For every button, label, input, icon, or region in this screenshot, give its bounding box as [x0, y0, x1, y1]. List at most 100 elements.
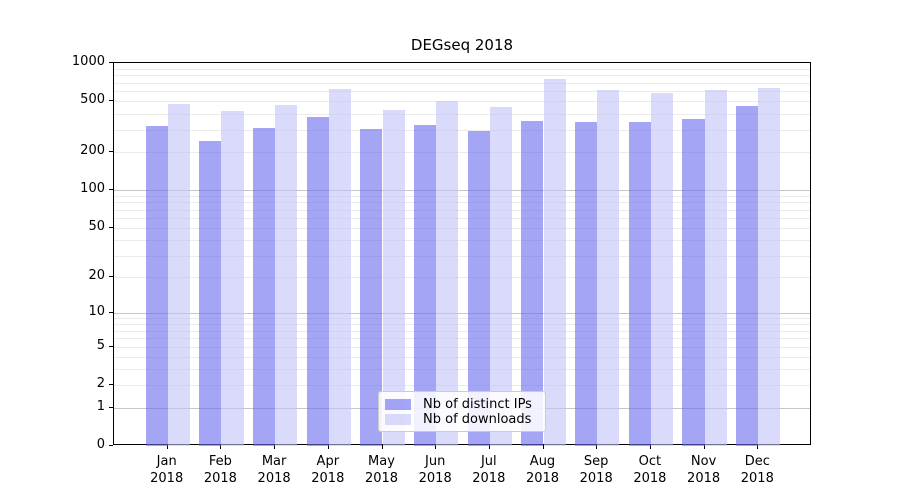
x-tick-mark — [166, 445, 168, 449]
legend-label-downloads: Nb of downloads — [423, 412, 532, 427]
bar-downloads — [650, 93, 674, 446]
minor-gridline — [114, 209, 810, 211]
minor-gridline — [114, 218, 810, 220]
bar-downloads — [328, 88, 351, 446]
y-tick-mark — [109, 227, 113, 228]
x-tick-mark — [327, 445, 329, 449]
y-tick-label: 500 — [80, 92, 105, 108]
y-tick-mark — [109, 100, 113, 102]
bar-downloads — [758, 88, 781, 446]
x-tick-label: Apr 2018 — [311, 454, 345, 486]
bar-distinct-ips — [736, 106, 759, 446]
x-tick-label: May 2018 — [364, 454, 399, 486]
legend-label-distinct-ips: Nb of distinct IPs — [423, 397, 532, 412]
bar-distinct-ips — [252, 127, 276, 446]
major-gridline — [114, 313, 810, 315]
minor-gridline — [114, 346, 810, 348]
bar-downloads — [704, 89, 727, 446]
bar-distinct-ips — [199, 140, 222, 446]
y-tick-mark — [109, 62, 113, 63]
minor-gridline — [114, 228, 810, 229]
y-tick-label: 100 — [80, 181, 105, 197]
chart-title: DEGseq 2018 — [410, 36, 514, 54]
x-tick-label: Feb 2018 — [203, 454, 237, 486]
bar-distinct-ips — [521, 121, 544, 446]
y-tick-label: 5 — [96, 337, 105, 353]
y-tick-mark — [109, 276, 113, 278]
minor-gridline — [114, 195, 810, 197]
y-tick-label: 20 — [88, 268, 105, 284]
x-tick-mark — [542, 445, 544, 449]
minor-gridline — [114, 369, 810, 371]
bar-distinct-ips — [145, 126, 168, 446]
bar-distinct-ips — [682, 118, 705, 446]
bar-distinct-ips — [306, 117, 329, 446]
x-tick-mark — [649, 445, 651, 449]
bar-downloads — [382, 109, 405, 446]
y-tick-label: 1000 — [71, 54, 105, 69]
x-tick-label: Jan 2018 — [150, 454, 184, 486]
x-tick-mark — [488, 445, 490, 449]
y-tick-mark — [109, 406, 113, 408]
minor-gridline — [114, 101, 810, 103]
bar-downloads — [275, 104, 298, 446]
bar-distinct-ips — [360, 128, 383, 446]
legend-item-distinct-ips: Nb of distinct IPs — [385, 397, 539, 412]
x-tick-mark — [274, 445, 276, 449]
y-tick-label: 10 — [88, 304, 105, 320]
minor-gridline — [114, 356, 810, 358]
x-tick-mark — [435, 445, 437, 449]
bar-downloads — [597, 90, 620, 446]
legend: Nb of distinct IPs Nb of downloads — [378, 391, 546, 432]
bar-distinct-ips — [414, 124, 437, 446]
minor-gridline — [114, 82, 810, 84]
plot-area — [113, 62, 811, 446]
bar-downloads — [543, 78, 566, 446]
minor-gridline — [114, 152, 810, 153]
legend-item-downloads: Nb of downloads — [385, 412, 539, 427]
x-tick-mark — [757, 445, 759, 449]
y-tick-mark — [109, 384, 113, 386]
y-tick-label: 50 — [88, 219, 105, 234]
x-tick-label: Sep 2018 — [579, 454, 613, 486]
major-gridline — [114, 190, 810, 192]
bar-distinct-ips — [467, 130, 490, 446]
y-tick-label: 1 — [96, 398, 105, 414]
y-tick-label: 2 — [96, 376, 105, 392]
x-tick-label: Jun 2018 — [418, 454, 452, 486]
bar-downloads — [221, 111, 244, 446]
x-tick-label: Nov 2018 — [687, 454, 721, 486]
legend-swatch-distinct-ips — [385, 399, 411, 410]
bar-downloads — [489, 106, 512, 446]
bar-distinct-ips — [628, 121, 651, 446]
minor-gridline — [114, 202, 810, 204]
y-tick-mark — [109, 445, 113, 446]
minor-gridline — [114, 129, 810, 131]
bar-downloads — [436, 101, 459, 446]
x-tick-mark — [220, 445, 222, 449]
minor-gridline — [114, 338, 810, 340]
y-tick-mark — [109, 312, 113, 314]
minor-gridline — [114, 91, 810, 93]
minor-gridline — [114, 385, 810, 387]
x-tick-mark — [703, 445, 705, 449]
y-tick-label: 0 — [96, 437, 105, 452]
x-tick-label: Jul 2018 — [472, 454, 506, 486]
x-tick-label: Mar 2018 — [257, 454, 291, 486]
legend-swatch-downloads — [385, 414, 411, 425]
minor-gridline — [114, 324, 810, 326]
bar-distinct-ips — [575, 122, 598, 446]
minor-gridline — [114, 68, 810, 70]
minor-gridline — [114, 330, 810, 332]
x-tick-mark — [381, 445, 383, 449]
y-tick-label: 200 — [80, 143, 105, 158]
minor-gridline — [114, 75, 810, 77]
minor-gridline — [114, 255, 810, 257]
x-tick-label: Dec 2018 — [740, 454, 774, 486]
y-tick-mark — [109, 189, 113, 191]
y-tick-mark — [109, 345, 113, 347]
x-tick-mark — [596, 445, 598, 449]
minor-gridline — [114, 113, 810, 115]
minor-gridline — [114, 277, 810, 279]
